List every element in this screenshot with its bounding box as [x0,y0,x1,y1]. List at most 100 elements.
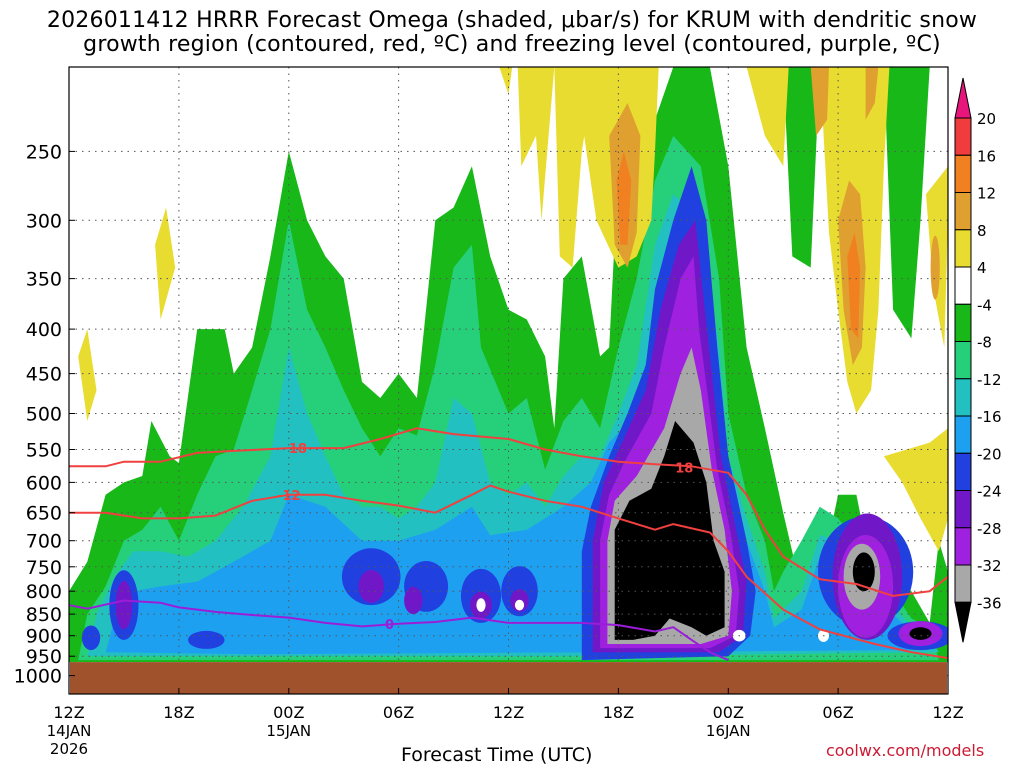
colorbar-band-9 [954,415,972,454]
colorbar-band-12 [954,527,972,566]
y-tick-label-350: 350 [26,269,62,291]
contour-label--18: 18 [289,442,307,457]
colorbar-band-3 [954,192,972,231]
colorbar-label-11: -28 [977,520,1002,538]
y-tick-label-750: 750 [26,557,62,579]
colorbar-label-5: -4 [977,296,992,314]
x-tick-label-12: 00Z [273,703,304,722]
colorbar-label-1: 16 [977,147,996,165]
omega-violet-5 [358,570,385,603]
colorbar-band-2 [954,154,972,194]
omega-white-pocket-1 [476,598,486,612]
omega-lorange-3 [810,67,829,136]
colorbar-label-0: 20 [977,110,996,128]
omega-black-3 [909,627,932,640]
omega-blue-6 [188,630,225,649]
colorbar-band-0 [954,77,972,119]
omega-yellow-2 [155,207,176,320]
colorbar-band-11 [954,490,972,529]
y-tick-label-800: 800 [26,581,62,603]
x-tick-label-6: 18Z [163,703,194,722]
omega-yellow-3 [517,67,555,221]
y-tick-label-400: 400 [26,319,62,341]
x-axis-label: Forecast Time (UTC) [401,744,593,766]
omega-region-green-3 [883,67,930,339]
colorbar-band-6 [954,303,972,343]
x-tick-date-0: 14JAN [47,722,92,740]
x-tick-date-12: 15JAN [266,722,311,740]
colorbar-label-9: -20 [977,445,1002,463]
y-tick-label-1000: 1000 [14,666,62,688]
y-tick-label-950: 950 [26,646,62,668]
colorbar-label-10: -24 [977,483,1002,501]
x-tick-year-0: 2026 [50,740,88,758]
x-tick-label-48: 12Z [932,703,963,722]
omega-yellow-1 [78,329,97,421]
colorbar-band-14 [954,601,972,643]
y-tick-label-300: 300 [26,210,62,232]
x-tick-label-30: 18Z [603,703,634,722]
y-tick-label-650: 650 [26,503,62,525]
contour-line--18 [69,427,948,597]
chart-title-line2: growth region (contoured, red, ºC) and f… [83,32,941,57]
y-tick-label-550: 550 [26,440,62,462]
y-tick-label-250: 250 [26,141,62,163]
colorbar: 20 16 12 8 4 -4 -8 -12 -16 -20 -24 -28 -32 -36 [954,77,1002,643]
colorbar-label-12: -32 [977,557,1002,575]
y-axis-ticks: 2503003504004505005506006507007508008509… [14,141,75,688]
colorbar-band-5 [954,266,972,305]
omega-yellow-10 [499,67,513,95]
omega-yellow-6 [746,67,789,167]
omega-blue-7 [81,625,101,651]
x-tick-date-36: 16JAN [706,722,751,740]
omega-black-2 [852,552,875,592]
colorbar-label-13: -36 [977,594,1002,612]
x-tick-label-18: 06Z [383,703,414,722]
omega-lorange-4 [865,67,879,120]
colorbar-label-6: -8 [977,334,992,352]
colorbar-label-3: 8 [977,222,987,240]
omega-violet-4 [115,580,133,630]
colorbar-label-8: -16 [977,408,1002,426]
omega-lorange-5 [930,235,940,300]
omega-violet-6 [404,586,423,615]
colorbar-label-7: -12 [977,371,1002,389]
x-tick-label-36: 00Z [713,703,744,722]
x-tick-label-0: 12Z [53,703,84,722]
contour-label-0: 0 [385,618,394,633]
credit-text: coolwx.com/models [826,741,985,760]
colorbar-band-8 [954,378,972,417]
contour-line-0 [69,599,729,662]
colorbar-band-1 [954,117,972,156]
omega-yellow-4 [554,67,619,268]
omega-yellow-9 [883,428,948,552]
omega-orange-2 [847,232,861,339]
colorbar-band-4 [954,229,972,268]
colorbar-band-10 [954,452,972,492]
y-tick-label-500: 500 [26,404,62,426]
contour-label-18-2: 18 [675,462,693,477]
omega-shaded-field [69,67,948,663]
omega-white-gap-3 [514,599,525,611]
y-tick-label-450: 450 [26,364,62,386]
y-tick-label-600: 600 [26,472,62,494]
omega-region-black-core [614,421,725,640]
colorbar-band-7 [954,341,972,380]
contour-line--12 [69,484,948,660]
colorbar-band-13 [954,564,972,603]
y-tick-label-850: 850 [26,604,62,626]
colorbar-label-4: 4 [977,259,987,277]
colorbar-label-2: 12 [977,185,996,203]
chart-title-line1: 2026011412 HRRR Forecast Omega (shaded, … [46,8,978,33]
omega-region-green-2 [783,67,820,268]
y-tick-label-900: 900 [26,626,62,648]
y-tick-label-700: 700 [26,531,62,553]
contour-label--12: -12 [277,489,301,504]
temperature-contours: 18 -12 0 18 [69,427,948,662]
x-tick-label-42: 06Z [822,703,853,722]
omega-orange-1 [616,151,632,245]
x-tick-label-24: 12Z [493,703,524,722]
